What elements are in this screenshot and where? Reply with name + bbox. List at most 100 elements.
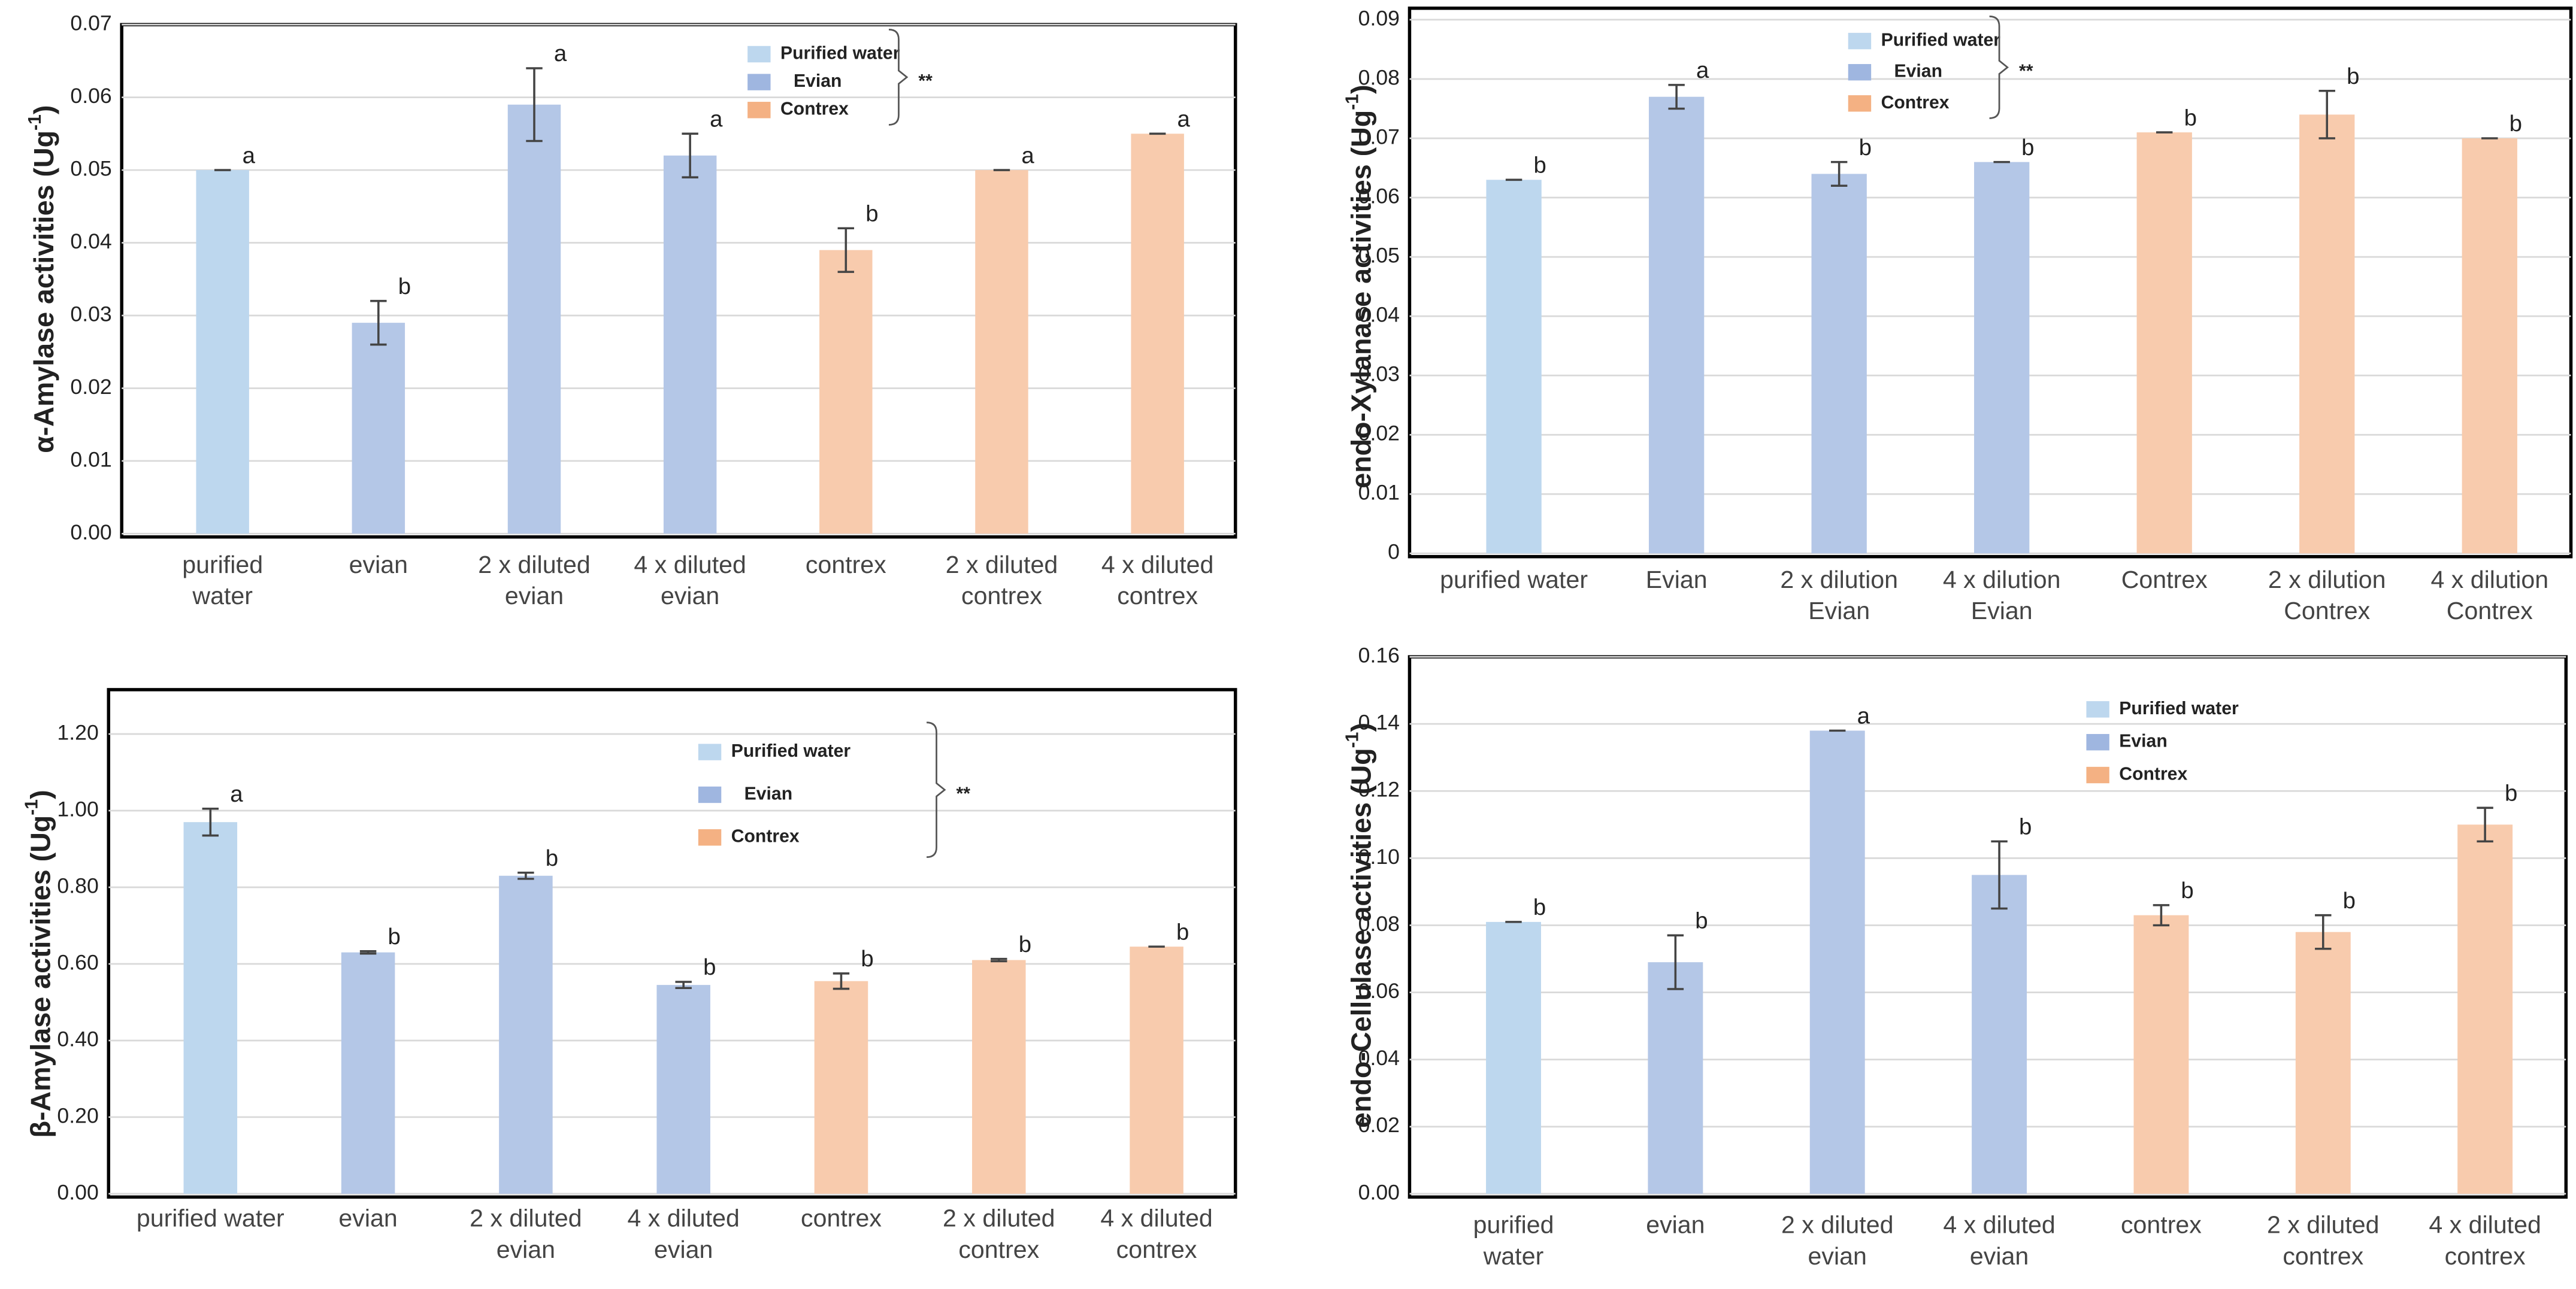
- x-tick-label: evian: [1808, 1242, 1867, 1270]
- y-tick-label: 0.12: [1358, 778, 1400, 802]
- y-tick-label: 0.05: [1358, 243, 1400, 267]
- legend-label: Evian: [2119, 732, 2167, 751]
- x-tick-label: 4 x diluted: [1100, 1205, 1212, 1232]
- y-tick-label: 0.04: [1358, 303, 1400, 327]
- x-tick-label: water: [192, 582, 253, 609]
- y-tick-label: 0.60: [57, 950, 98, 974]
- x-tick-label: evian: [338, 1205, 397, 1232]
- legend-bracket: [888, 28, 909, 126]
- x-tick-label: contrex: [801, 1205, 882, 1232]
- y-label-text: endo-Xylanase activities (Ug: [1346, 110, 1377, 489]
- y-tick-label: 0.08: [1358, 65, 1400, 89]
- significance-letter: b: [1695, 908, 1708, 934]
- legend-swatch: [1848, 32, 1872, 50]
- x-tick-label: 2 x dilution: [1780, 566, 1898, 593]
- significance-letter: b: [865, 201, 878, 226]
- x-tick-label: contrex: [2283, 1242, 2363, 1270]
- y-axis-label: endo-Cellulase activities (Ug-1): [1343, 723, 1377, 1128]
- legend-label: Evian: [1894, 62, 1942, 81]
- error-bar: [2315, 914, 2332, 950]
- bar: [814, 981, 868, 1194]
- x-tick-label: evian: [1646, 1211, 1705, 1239]
- legend-label: Evian: [794, 71, 841, 91]
- y-label-text: β-Amylase activities (Ug: [25, 815, 56, 1138]
- x-tick-label: evian: [654, 1236, 713, 1263]
- error-bar: [2477, 806, 2493, 843]
- error-bar: [682, 132, 698, 178]
- bar: [1486, 921, 1541, 1194]
- x-tick-label: evian: [505, 582, 564, 609]
- error-bar: [833, 972, 850, 990]
- y-tick-label: 0.07: [70, 11, 111, 35]
- x-tick-label: contrex: [2121, 1211, 2202, 1239]
- y-label-sup: -1: [26, 114, 46, 131]
- chart-panel: 0 0.01 0.02 0.03 0.04 0.05 0.06 0.07 0.08 0.09 end…: [1343, 6, 2573, 624]
- y-tick-label: 0: [1388, 540, 1400, 564]
- x-tick-label: Contrex: [2121, 566, 2208, 593]
- x-tick-label: contrex: [1116, 1236, 1197, 1263]
- legend-swatch: [747, 46, 771, 63]
- x-tick-label: 4 x diluted: [634, 551, 746, 578]
- significance-letter: b: [2181, 878, 2193, 903]
- y-axis-label: α-Amylase activities (Ug-1): [26, 105, 60, 453]
- x-tick-label: contrex: [806, 551, 886, 578]
- y-tick-label: 0.03: [70, 302, 111, 326]
- error-bar: [2318, 89, 2335, 139]
- bar: [2457, 824, 2513, 1194]
- x-tick-label: water: [1483, 1242, 1544, 1270]
- bar: [1811, 174, 1867, 554]
- x-tick-label: evian: [349, 551, 408, 578]
- legend-swatch: [698, 744, 722, 760]
- y-tick-label: 0.00: [57, 1180, 98, 1204]
- x-tick-label: 4 x diluted: [627, 1205, 739, 1232]
- legend-label: Contrex: [731, 827, 800, 847]
- x-tick-label: evian: [497, 1236, 555, 1263]
- legend-swatch: [2086, 701, 2109, 718]
- x-tick-label: 4 x diluted: [2429, 1211, 2541, 1239]
- significance-letter: b: [1859, 135, 1872, 160]
- legend-bracket: [927, 721, 946, 859]
- legend-note: **: [2019, 62, 2033, 81]
- y-tick-label: 0.04: [70, 229, 111, 253]
- y-label-sup: -1: [1343, 94, 1363, 110]
- y-label-sup: -1: [1343, 732, 1363, 748]
- bar: [972, 960, 1026, 1194]
- legend-label: Purified water: [731, 741, 851, 761]
- y-tick-label: 1.20: [57, 720, 98, 744]
- y-tick-label: 0.16: [1358, 643, 1400, 667]
- y-tick-label: 0.02: [1358, 1113, 1400, 1137]
- x-tick-label: 2 x diluted: [478, 551, 590, 578]
- significance-letter: b: [546, 845, 558, 871]
- x-tick-label: 2 x diluted: [2267, 1211, 2379, 1239]
- bar: [2295, 932, 2351, 1194]
- significance-letter: b: [1019, 932, 1031, 957]
- bar: [507, 104, 561, 534]
- error-bar: [359, 950, 377, 955]
- legend-label: Purified water: [1881, 31, 2001, 50]
- bar: [183, 822, 238, 1194]
- error-bar: [1991, 840, 2008, 910]
- x-tick-label: contrex: [958, 1236, 1039, 1263]
- significance-letter: b: [1533, 894, 1546, 920]
- error-bar: [991, 957, 1007, 963]
- x-tick-label: 4 x diluted: [1943, 1211, 2055, 1239]
- significance-letter: b: [388, 924, 401, 950]
- bar: [663, 155, 717, 534]
- x-tick-label: contrex: [961, 582, 1042, 609]
- significance-letter: b: [2505, 781, 2517, 806]
- significance-letter: b: [861, 946, 873, 972]
- significance-letter: a: [1177, 107, 1191, 132]
- y-tick-label: 0.80: [57, 874, 98, 897]
- y-tick-label: 0.07: [1358, 125, 1400, 148]
- bar: [1486, 180, 1542, 554]
- legend-swatch: [698, 829, 722, 846]
- bar: [2136, 132, 2192, 554]
- legend-note: **: [918, 71, 933, 91]
- y-tick-label: 0.05: [70, 156, 111, 180]
- error-bar: [202, 807, 219, 837]
- bar: [499, 875, 553, 1194]
- legend-label: Purified water: [2119, 699, 2239, 718]
- y-tick-label: 0.06: [70, 84, 111, 108]
- legend-swatch: [1848, 63, 1872, 81]
